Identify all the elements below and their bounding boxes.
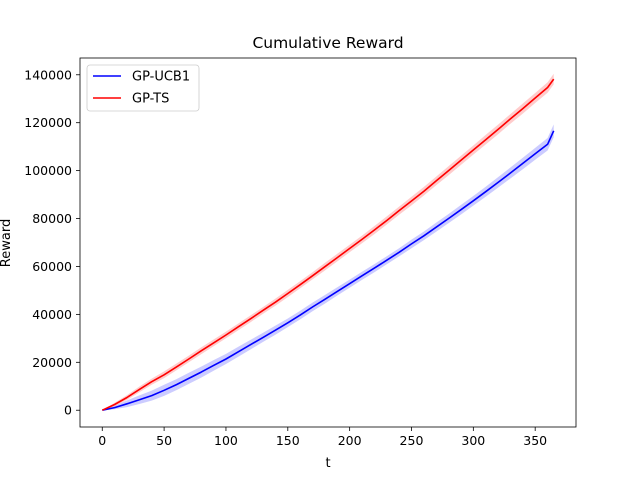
x-tick-label: 50 [156, 433, 172, 448]
y-tick-label: 20000 [32, 355, 72, 370]
x-tick-label: 100 [214, 433, 238, 448]
y-axis: 0 20000 40000 60000 80000 100000 120000 140000 [24, 67, 80, 418]
y-tick-label: 120000 [24, 115, 72, 130]
series-line-1 [102, 130, 555, 411]
x-tick-label: 350 [523, 433, 547, 448]
x-tick-label: 200 [338, 433, 362, 448]
x-tick-label: 300 [461, 433, 485, 448]
plot-frame [79, 57, 577, 428]
y-tick-label: 0 [64, 403, 72, 418]
x-axis-label: t [325, 456, 330, 471]
y-tick-label: 40000 [32, 307, 72, 322]
chart-title: Cumulative Reward [252, 34, 403, 52]
legend-label-series-2: GP-TS [132, 92, 169, 107]
x-axis: 0 50 100 150 200 250 300 350 [98, 427, 547, 448]
x-tick-label: 250 [400, 433, 424, 448]
y-tick-label: 80000 [32, 211, 72, 226]
x-tick-label: 0 [98, 433, 106, 448]
y-axis-label: Reward [0, 219, 14, 267]
legend: GP-UCB1 GP-TS [86, 64, 200, 112]
y-tick-label: 100000 [24, 163, 72, 178]
series-lines [101, 78, 555, 411]
y-tick-label: 60000 [32, 259, 72, 274]
series-line-2 [101, 78, 555, 411]
legend-label-series-1: GP-UCB1 [132, 70, 190, 85]
y-tick-label: 140000 [24, 67, 72, 82]
x-tick-label: 150 [276, 433, 300, 448]
